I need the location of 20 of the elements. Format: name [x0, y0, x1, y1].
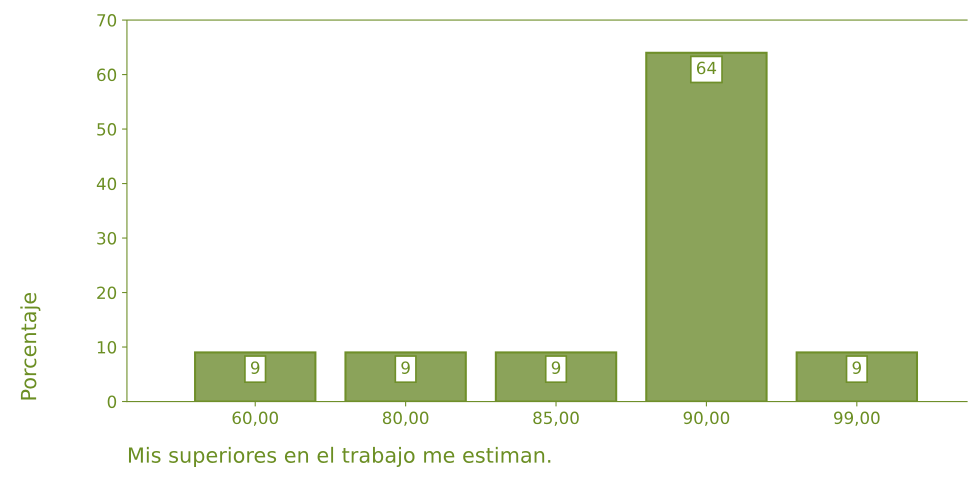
- x-tick-label: 85,00: [533, 412, 579, 426]
- data-label: 9: [250, 361, 260, 374]
- y-tick-label: 50: [97, 123, 116, 136]
- y-tick-label: 60: [97, 68, 116, 82]
- y-axis-title: Porcentaje: [20, 292, 40, 400]
- x-tick-label: 60,00: [232, 412, 278, 426]
- y-tick-label: 10: [98, 340, 116, 354]
- x-tick-label: 90,00: [684, 412, 730, 426]
- data-label: 64: [696, 62, 716, 74]
- y-tick-label: 20: [97, 286, 116, 300]
- x-axis-title: Mis superiores en el trabajo me estiman.: [128, 446, 550, 467]
- x-tick-label: 99,00: [834, 412, 880, 426]
- data-label: 9: [852, 361, 861, 374]
- data-label: 9: [552, 361, 560, 374]
- y-tick-label: 40: [96, 178, 116, 190]
- y-tick-label: 0: [108, 395, 116, 408]
- y-tick-label: 70: [97, 14, 116, 27]
- y-tick-label: 30: [97, 232, 116, 245]
- x-tick-label: 80,00: [382, 412, 428, 426]
- data-label: 9: [401, 361, 410, 374]
